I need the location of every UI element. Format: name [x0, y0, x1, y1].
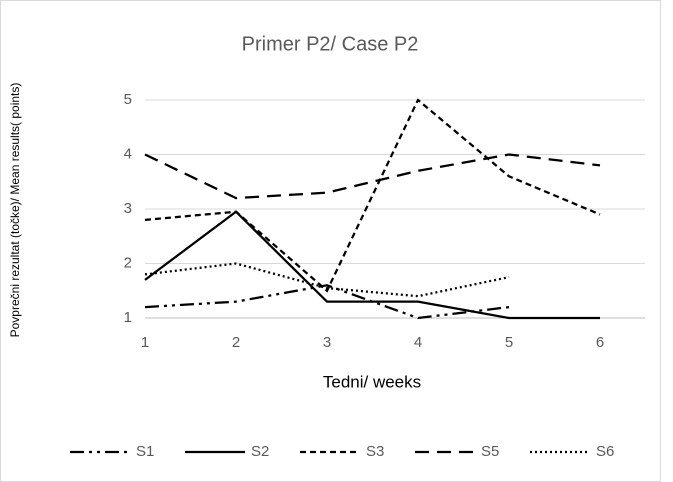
x-tick-label: 6 — [596, 334, 604, 351]
y-tick-label: 5 — [124, 91, 132, 108]
legend-label: S3 — [366, 443, 384, 460]
y-tick-label: 1 — [124, 309, 132, 326]
y-tick-label: 4 — [124, 145, 132, 162]
x-tick-label: 5 — [505, 334, 513, 351]
chart-title: Primer P2/ Case P2 — [242, 33, 419, 55]
line-series — [144, 284, 510, 320]
x-axis-label: Tedni/ weeks — [323, 372, 421, 391]
line-series — [144, 262, 510, 298]
y-tick-label: 2 — [124, 254, 132, 271]
x-tick-label: 3 — [323, 334, 331, 351]
line-series — [144, 210, 600, 320]
legend-label: S2 — [251, 443, 269, 460]
x-tick-label: 1 — [141, 334, 149, 351]
x-tick-label: 4 — [414, 334, 422, 351]
y-tick-label: 3 — [124, 200, 132, 217]
y-axis-label: Povprečni rezultat (točke)/ Mean results… — [8, 83, 22, 338]
x-tick-label: 2 — [232, 334, 240, 351]
legend-label: S5 — [481, 443, 499, 460]
legend-label: S6 — [596, 443, 614, 460]
legend-label: S1 — [136, 443, 154, 460]
